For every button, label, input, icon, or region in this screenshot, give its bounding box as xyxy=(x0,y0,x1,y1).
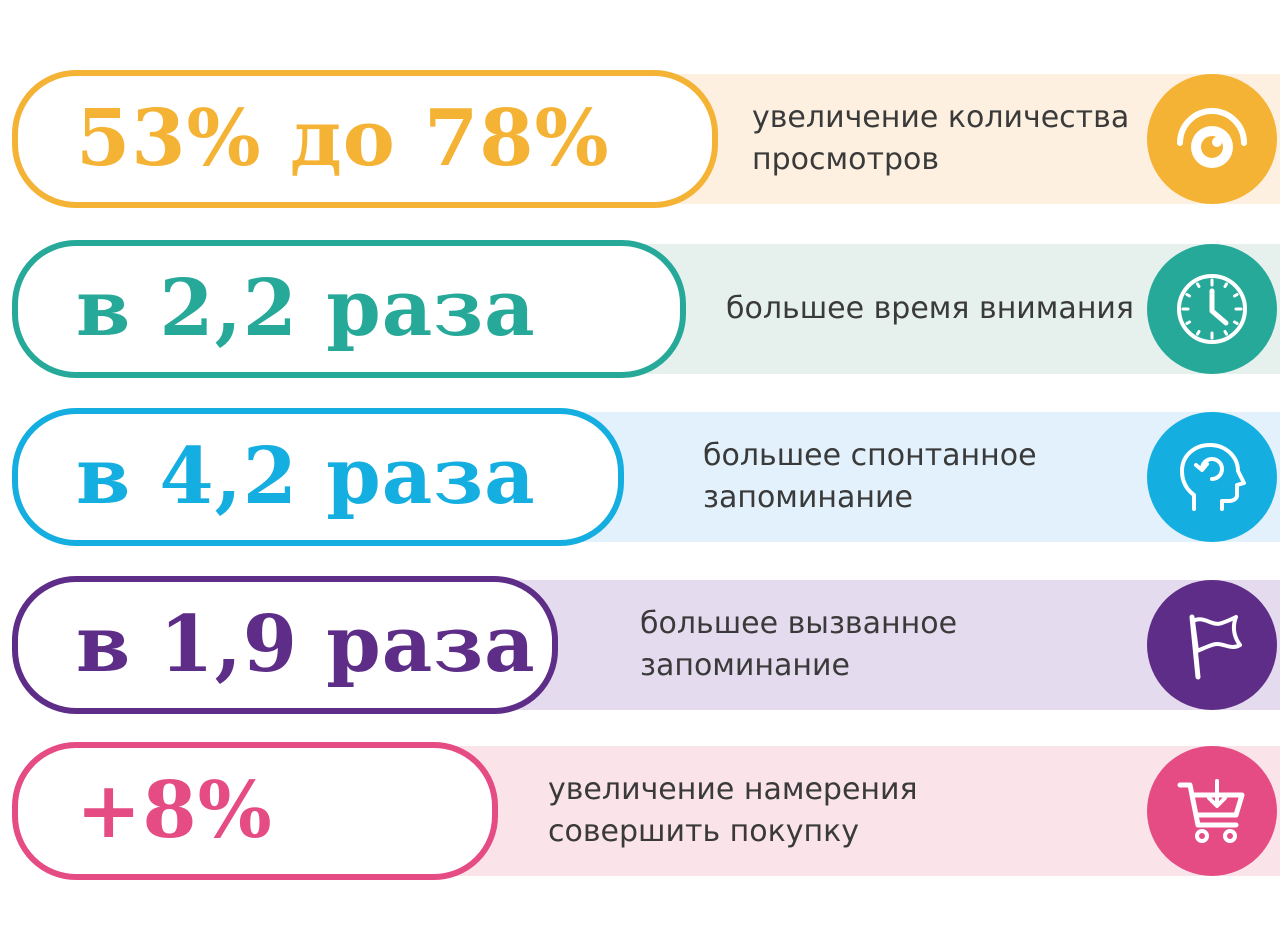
stat-value: 53% до 78% xyxy=(76,93,610,184)
stat-description-line: большее вызванное xyxy=(640,606,958,641)
stat-row-views: 53% до 78% увеличение количества просмот… xyxy=(0,70,1280,208)
stat-description-line: большее время внимания xyxy=(726,291,1134,326)
head-refresh-icon xyxy=(1147,412,1277,542)
clock-icon xyxy=(1147,244,1277,374)
stat-pill: в 4,2 раза xyxy=(12,408,624,546)
stat-band xyxy=(430,746,1280,876)
stat-description-line: совершить покупку xyxy=(548,814,860,849)
stat-value: +8% xyxy=(76,765,273,856)
stat-row-aided-recall: в 1,9 раза большее вызванное запоминание xyxy=(0,576,1280,714)
stat-description: увеличение количества просмотров xyxy=(752,97,1129,181)
stat-value: в 4,2 раза xyxy=(76,431,536,522)
stat-description: большее время внимания xyxy=(726,288,1134,330)
stat-pill: 53% до 78% xyxy=(12,70,718,208)
stat-description-line: увеличение намерения xyxy=(548,772,918,807)
stat-pill: в 2,2 раза xyxy=(12,240,686,378)
stat-description-line: запоминание xyxy=(640,648,850,683)
stat-row-purchase-intent: +8% увеличение намерения совершить покуп… xyxy=(0,742,1280,880)
stat-pill: +8% xyxy=(12,742,498,880)
stat-description-line: запоминание xyxy=(703,480,913,515)
eye-icon xyxy=(1147,74,1277,204)
stat-description: большее вызванное запоминание xyxy=(640,603,957,687)
shopping-cart-icon xyxy=(1147,746,1277,876)
stat-description: увеличение намерения совершить покупку xyxy=(548,769,918,853)
stat-pill: в 1,9 раза xyxy=(12,576,558,714)
stat-row-attention: в 2,2 раза большее время внимания xyxy=(0,240,1280,378)
flag-icon xyxy=(1147,580,1277,710)
stat-description-line: просмотров xyxy=(752,142,940,177)
stat-description: большее спонтанное запоминание xyxy=(703,435,1037,519)
stat-description-line: увеличение количества xyxy=(752,100,1130,135)
stat-value: в 2,2 раза xyxy=(76,263,536,354)
stat-row-spontaneous-recall: в 4,2 раза большее спонтанное запоминани… xyxy=(0,408,1280,546)
stat-description-line: большее спонтанное xyxy=(703,438,1037,473)
stat-value: в 1,9 раза xyxy=(76,599,536,690)
